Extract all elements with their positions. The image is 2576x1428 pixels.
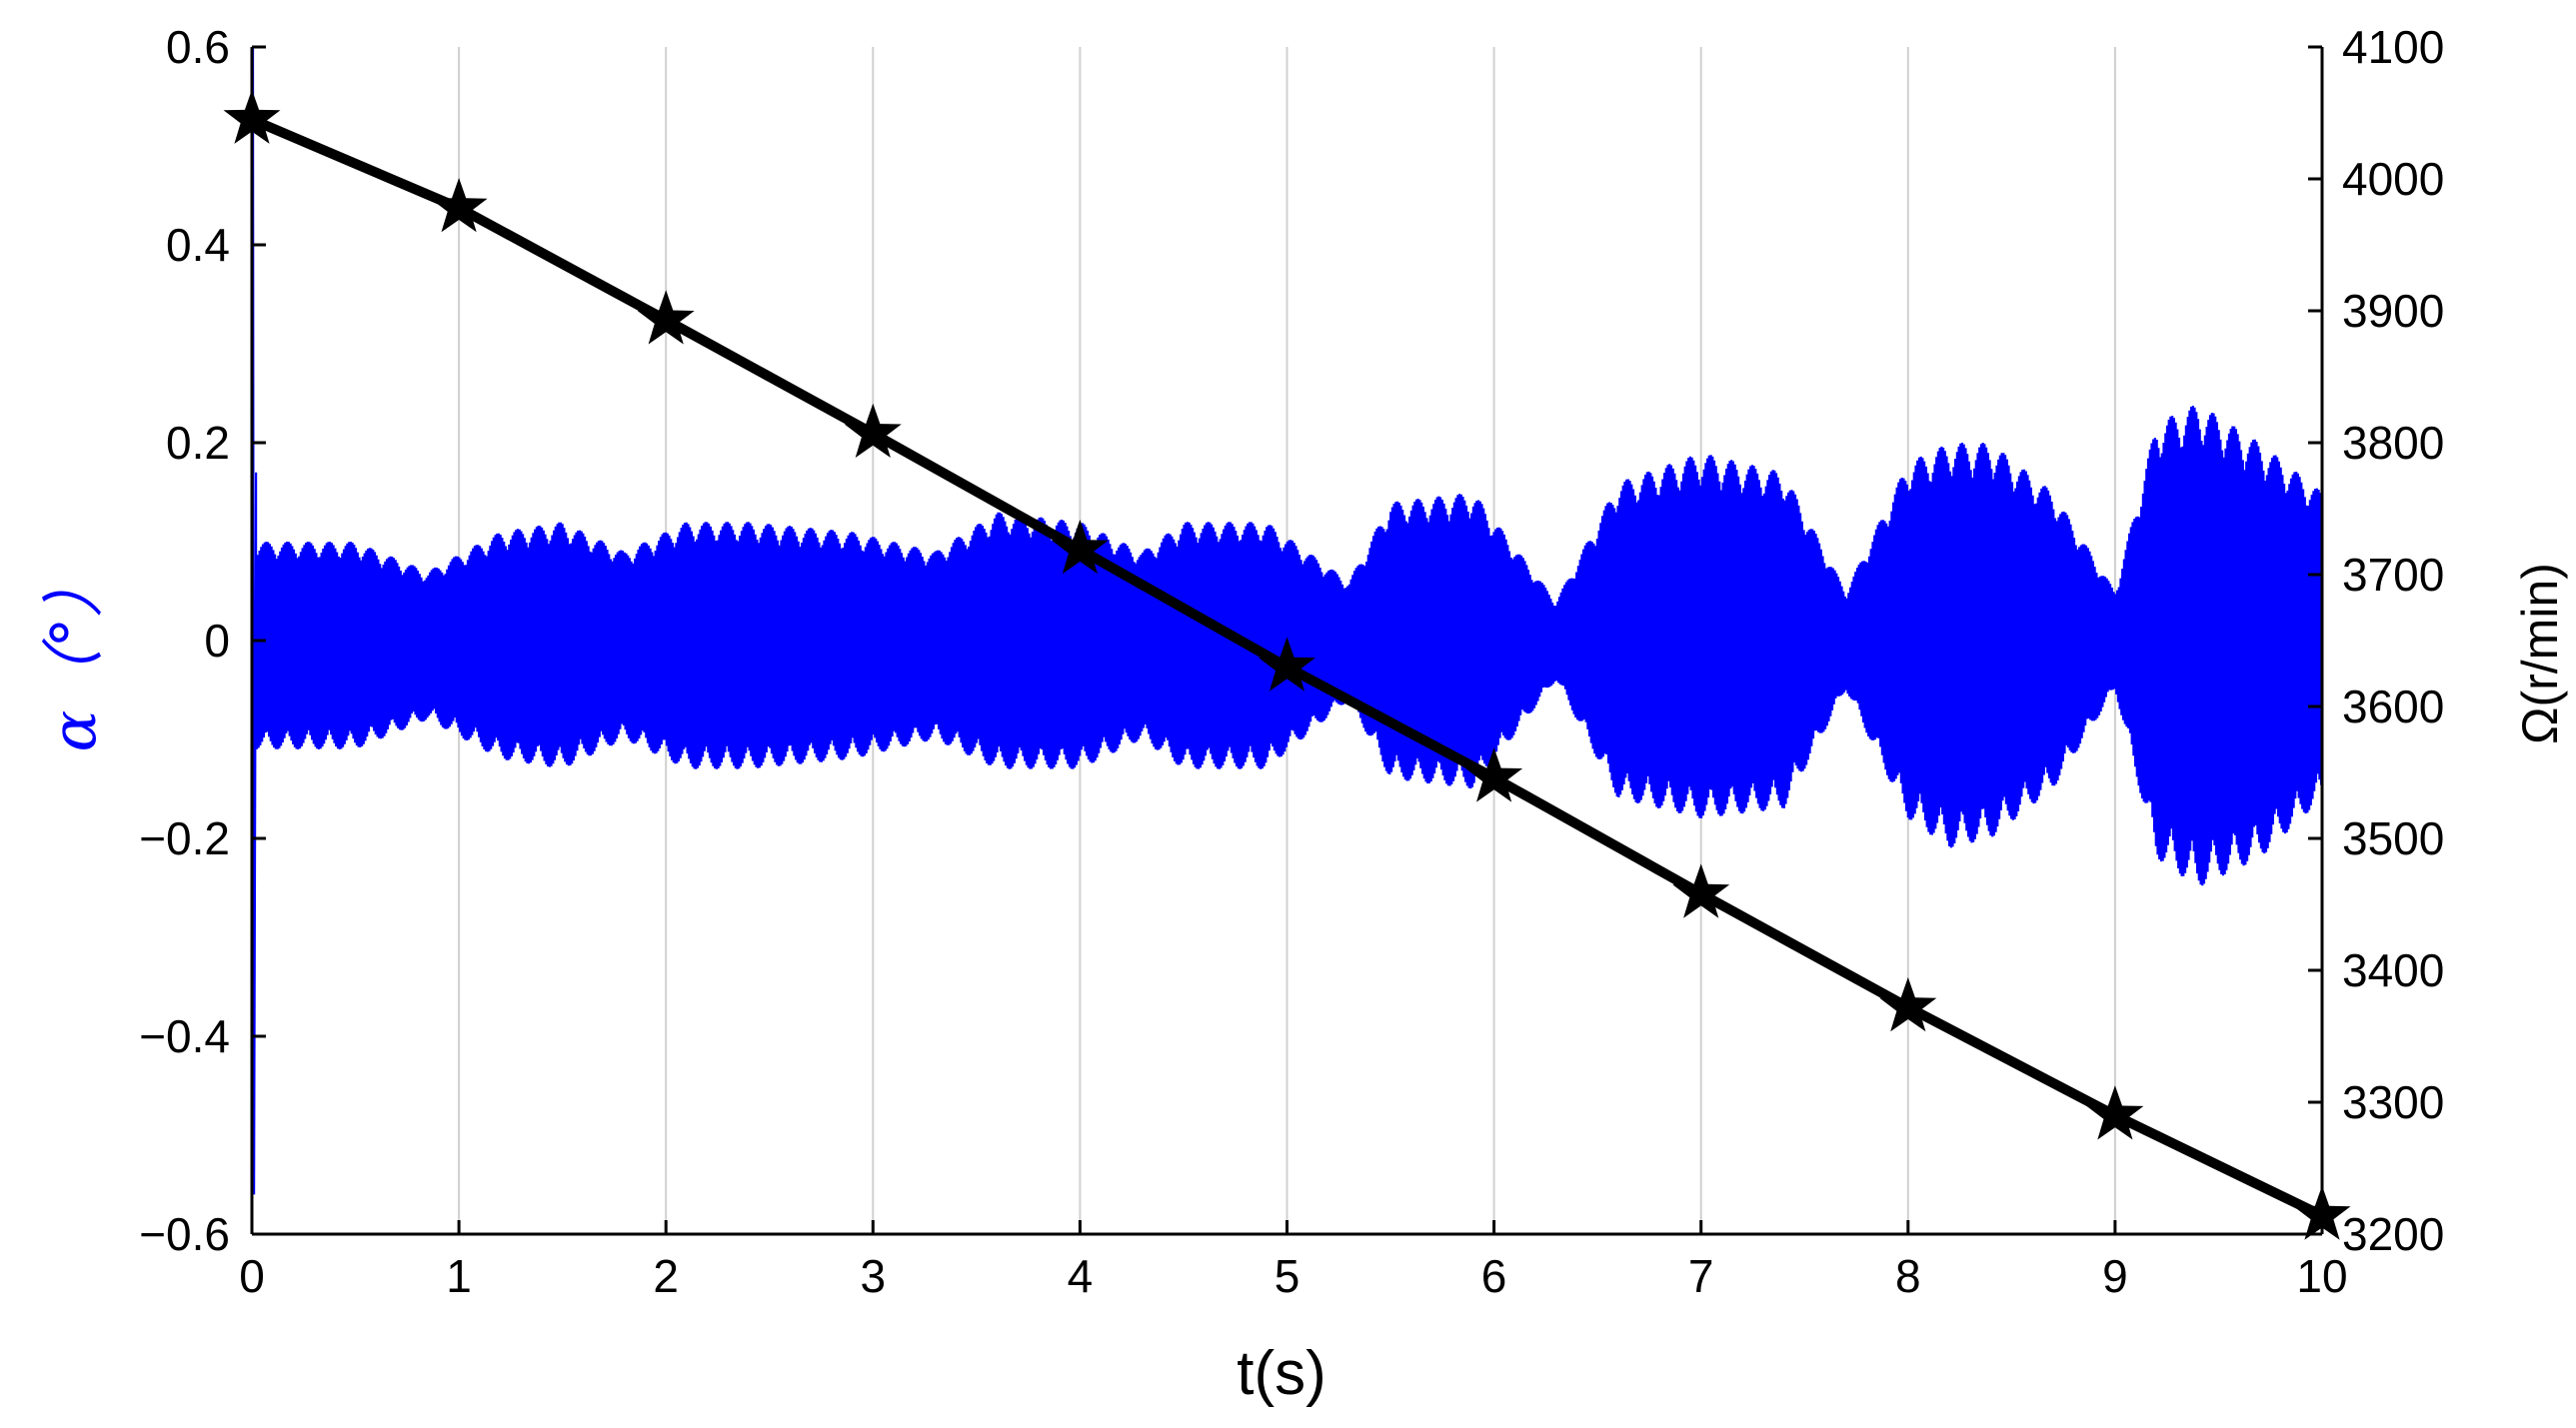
- y-right-tick-label: 3600: [2342, 681, 2444, 732]
- y-left-tick-label: 0.4: [166, 219, 230, 271]
- x-tick-label: 7: [1688, 1250, 1714, 1302]
- x-tick-label: 3: [861, 1250, 887, 1302]
- omega-data-point: [430, 178, 488, 233]
- y-right-tick-label: 3400: [2342, 944, 2444, 996]
- y-right-tick-label: 3800: [2342, 417, 2444, 469]
- omega-data-point: [1879, 977, 1937, 1032]
- omega-data-point: [1672, 863, 1730, 918]
- x-tick-label: 4: [1068, 1250, 1094, 1302]
- alpha-series-layer: [250, 46, 2324, 1195]
- y-left-tick-label: −0.4: [139, 1010, 230, 1062]
- omega-data-point: [1465, 747, 1523, 802]
- y-right-tick-label: 3900: [2342, 285, 2444, 337]
- omega-data-point: [1051, 519, 1109, 575]
- x-tick-label: 5: [1275, 1250, 1300, 1302]
- y-axis-right-title: Ω(r/min): [2512, 563, 2568, 744]
- x-tick-label: 9: [2102, 1250, 2128, 1302]
- x-tick-label: 6: [1481, 1250, 1507, 1302]
- y-right-tick-label: 3200: [2342, 1208, 2444, 1260]
- x-axis-title: t(s): [1237, 1339, 1326, 1408]
- y-right-tick-label: 4100: [2342, 21, 2444, 73]
- y-right-tick-label: 3500: [2342, 812, 2444, 864]
- y-left-tick-label: −0.6: [139, 1208, 230, 1260]
- omega-data-point: [2086, 1085, 2144, 1140]
- omega-data-point: [637, 290, 695, 345]
- x-tick-label: 2: [653, 1250, 679, 1302]
- y-left-tick-label: 0.2: [166, 417, 230, 469]
- y-left-tick-label: −0.2: [139, 812, 230, 864]
- y-right-tick-label: 3300: [2342, 1076, 2444, 1128]
- x-tick-label: 0: [239, 1250, 265, 1302]
- omega-data-point: [844, 403, 902, 458]
- tick-layer: 0 1 2 3 4 5 6 7 8 9 10 0.6 0.4 0.2 0 −0.2 −0.4 −0.6 4100 40…: [139, 21, 2444, 1302]
- y-right-tick-label: 3700: [2342, 549, 2444, 601]
- x-tick-label: 1: [446, 1250, 472, 1302]
- alpha-series-line: [250, 46, 2324, 1195]
- x-tick-label: 10: [2296, 1250, 2347, 1302]
- omega-data-point: [1259, 637, 1315, 692]
- y-left-tick-label: 0.6: [166, 21, 230, 73]
- y-axis-left-title: α（°）: [37, 556, 110, 752]
- y-right-tick-label: 4000: [2342, 153, 2444, 205]
- x-tick-label: 8: [1895, 1250, 1921, 1302]
- y-left-tick-label: 0: [204, 615, 230, 667]
